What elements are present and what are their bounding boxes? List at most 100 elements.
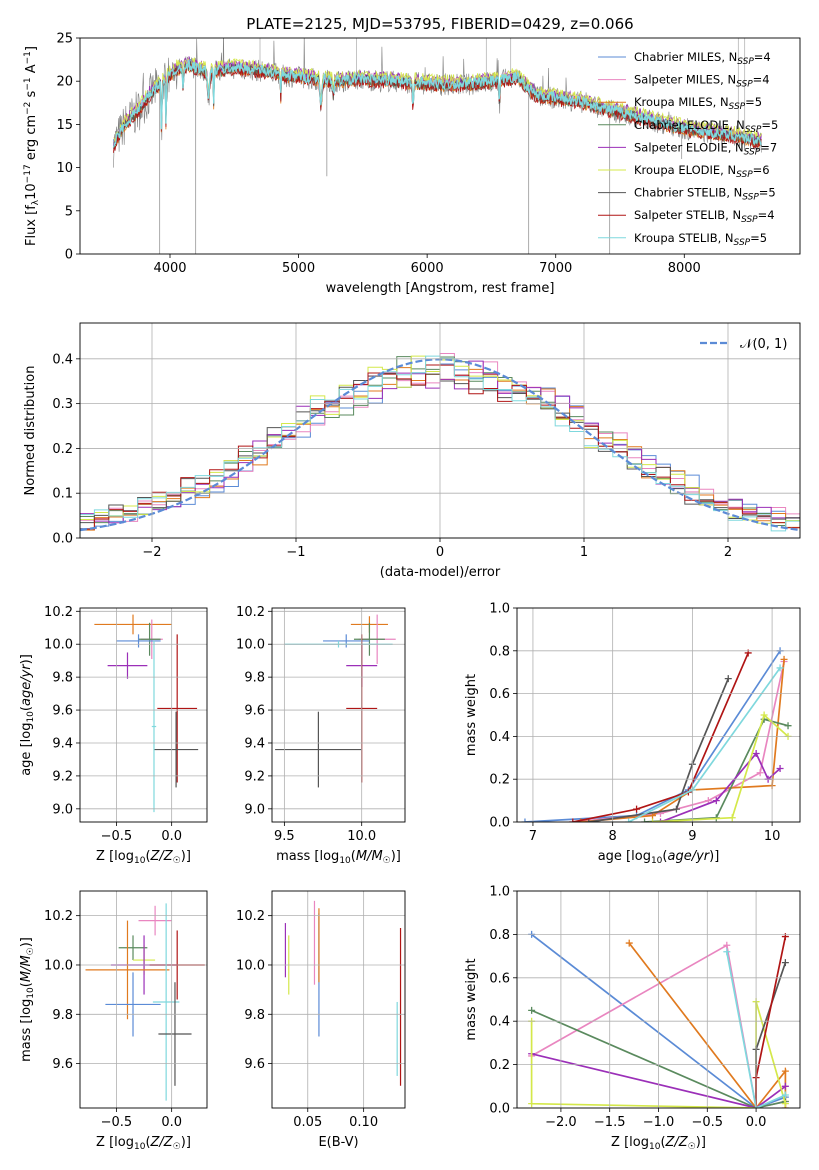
series-marker	[521, 818, 529, 822]
x-tick-label: −1	[286, 545, 305, 560]
y-tick-label: 10.0	[44, 958, 73, 973]
x-tick-label: −0.5	[101, 829, 133, 844]
series-marker	[625, 818, 633, 822]
series-line	[628, 667, 781, 822]
plot-area	[284, 900, 402, 1086]
x-axis-label: (data-model)/error	[380, 565, 501, 580]
y-tick-label: 0.2	[52, 442, 73, 457]
series-line	[531, 1009, 786, 1108]
plot-area	[521, 647, 792, 822]
y-tick-label: 9.6	[52, 704, 73, 719]
plot-area	[275, 614, 396, 788]
legend-label-chabrier_elodie: Chabrier ELODIE, NSSP=5	[634, 118, 778, 135]
y-tick-label: 0	[65, 248, 73, 263]
x-tick-label: 2	[724, 545, 732, 560]
y-tick-label: 0.4	[489, 1015, 510, 1030]
x-tick-label: 0.05	[293, 1115, 322, 1130]
y-axis-label: age [log10(age/yr)]	[19, 654, 36, 776]
series-marker	[776, 664, 784, 672]
errorbar-chabrier_elodie	[353, 622, 385, 656]
series-marker	[672, 805, 680, 813]
series-marker	[649, 818, 657, 822]
y-tick-label: 0.0	[489, 816, 510, 831]
y-tick-label: 0.0	[489, 1102, 510, 1117]
panel-mass-vs-Z: −0.5 0.0 9.6 9.8 10.0 10.2 Z [log10(Z/Z☉)] mass…	[19, 890, 208, 1152]
y-tick-label: 9.6	[52, 1057, 73, 1072]
legend-label-kroupa_stelib: Kroupa STELIB, NSSP=5	[634, 231, 767, 248]
x-axis-label: Z [log10(Z/Z☉)]	[611, 1135, 706, 1152]
y-tick-label: 5	[65, 204, 73, 219]
series-salpeter_miles	[569, 658, 788, 822]
model-spectrum-salpeter_stelib	[113, 63, 762, 153]
x-tick-label: 5000	[282, 261, 315, 276]
legend-label-salpeter_elodie: Salpeter ELODIE, NSSP=7	[634, 140, 777, 157]
series-marker	[656, 818, 664, 822]
y-tick-label: 10.2	[236, 909, 265, 924]
y-tick-label: 9.8	[244, 671, 265, 686]
panel-spectrum: 4000 5000 6000 7000 8000 0 5 10 15 20 25 wavelength…	[23, 32, 801, 296]
y-tick-label: 0.2	[489, 1058, 510, 1073]
y-axis-label: Flux [fλ10−17 erg cm−2 s−1 A−1]	[23, 46, 41, 246]
series-marker	[728, 814, 736, 822]
axes-frame	[79, 37, 801, 255]
series-line	[725, 951, 786, 1108]
series-marker	[781, 959, 789, 967]
y-tick-label: 20	[56, 75, 73, 90]
series-marker	[724, 675, 732, 683]
plot-area	[112, 38, 762, 254]
series-marker	[760, 711, 768, 719]
errorbar-salpeter_stelib	[157, 634, 198, 783]
series-marker	[528, 1100, 536, 1108]
y-axis-label: mass weight	[464, 674, 479, 756]
series-marker	[641, 818, 649, 822]
series-marker	[625, 939, 633, 947]
x-tick-label: −2	[142, 545, 161, 560]
axes-frame	[516, 890, 801, 1109]
panel-age-vs-mass: 9.5 10.0 9.0 9.2 9.4 9.6 9.8 10.0 10.2 mass [log1…	[236, 605, 406, 866]
x-tick-label: 6000	[411, 261, 444, 276]
y-tick-label: 9.8	[52, 1008, 73, 1023]
x-tick-label: −1.0	[643, 1115, 675, 1130]
x-axis-label: mass [log10(M/M☉)]	[276, 849, 401, 866]
series-marker	[569, 818, 577, 822]
legend-label-chabrier_miles: Chabrier MILES, NSSP=4	[634, 50, 771, 67]
x-tick-label: 4000	[153, 261, 186, 276]
y-tick-label: 0.6	[489, 687, 510, 702]
series-line	[531, 933, 786, 1108]
legend-label-kroupa_elodie: Kroupa ELODIE, NSSP=6	[634, 163, 770, 180]
errorbar-chabrier_miles	[323, 634, 370, 648]
y-axis-label: Normed distribution	[23, 366, 38, 496]
series-line	[755, 936, 787, 1108]
errorbar-chabrier_miles	[116, 634, 161, 648]
figure-title: PLATE=2125, MJD=53795, FIBERID=0429, z=0…	[246, 15, 633, 33]
axes-frame	[516, 607, 801, 823]
x-tick-label: 9	[688, 829, 696, 844]
panel-mass-weight-vs-age: 7 8 9 10 0.0 0.2 0.4 0.6 0.8 1.0 age [log10(age/yr…	[464, 602, 801, 866]
series-marker	[723, 941, 731, 949]
errorbar-chabrier_stelib	[153, 711, 199, 788]
series-marker	[776, 765, 784, 772]
y-axis-label: mass weight	[464, 958, 479, 1040]
series-marker	[784, 722, 792, 730]
legend-label-normal: 𝒩(0, 1)	[740, 337, 787, 352]
y-tick-label: 0.4	[489, 730, 510, 745]
series-marker	[781, 1100, 789, 1108]
y-tick-label: 10.0	[236, 638, 265, 653]
y-tick-label: 10.2	[44, 909, 73, 924]
axes-frame	[271, 890, 406, 1109]
x-tick-label: 0.0	[161, 1115, 182, 1130]
series-salpeter_stelib	[752, 933, 789, 1108]
y-tick-label: 0.6	[489, 971, 510, 986]
errorbar-kroupa_miles	[85, 920, 170, 1020]
errorbar-chabrier_stelib	[275, 711, 362, 788]
legend-label-salpeter_miles: Salpeter MILES, NSSP=4	[634, 73, 770, 90]
errorbar-chabrier_miles	[105, 972, 161, 1037]
series-marker	[528, 1006, 536, 1014]
y-tick-label: 10.0	[44, 638, 73, 653]
x-axis-label: age [log10(age/yr)]	[598, 849, 720, 866]
x-tick-label: −2.0	[545, 1115, 577, 1130]
errorbar-kroupa_miles	[94, 614, 172, 635]
y-tick-label: 0.8	[489, 928, 510, 943]
y-tick-label: 15	[56, 118, 73, 133]
